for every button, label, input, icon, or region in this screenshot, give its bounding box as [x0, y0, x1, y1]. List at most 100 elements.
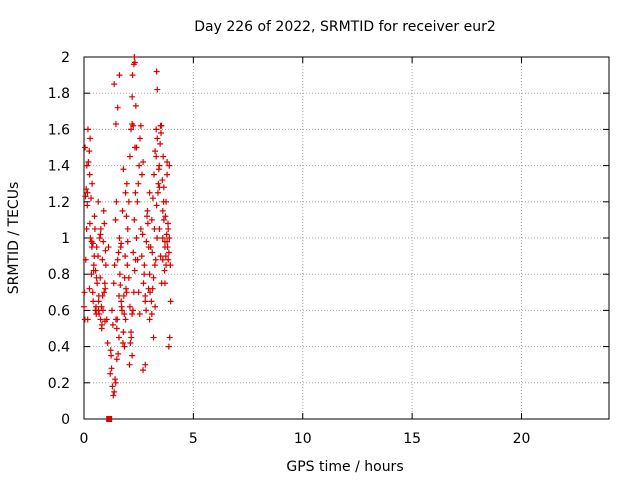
data-point	[165, 249, 172, 256]
data-point	[142, 292, 149, 299]
x-tick-label: 5	[189, 431, 198, 447]
data-point	[120, 329, 127, 336]
data-point	[137, 122, 144, 129]
data-point	[149, 195, 156, 202]
data-point	[152, 148, 159, 155]
data-point	[159, 235, 166, 241]
data-point	[129, 72, 136, 79]
data-point	[132, 189, 139, 196]
data-point	[119, 207, 126, 214]
data-point	[101, 220, 108, 227]
data-point	[125, 198, 132, 205]
data-point	[92, 267, 99, 274]
data-point	[128, 334, 135, 341]
x-axis-label: GPS time / hours	[286, 459, 403, 475]
data-point	[102, 247, 109, 254]
data-point	[141, 262, 148, 269]
data-point	[129, 311, 136, 318]
y-tick-label: 1.8	[48, 86, 70, 102]
data-point	[166, 235, 173, 241]
data-point	[156, 225, 163, 232]
data-point	[130, 307, 136, 314]
data-point	[99, 292, 106, 299]
data-point	[142, 361, 149, 368]
data-point	[123, 180, 130, 187]
data-point	[126, 153, 133, 160]
data-point	[140, 158, 147, 165]
data-point	[128, 126, 135, 133]
data-point	[127, 339, 134, 346]
data-point	[84, 126, 91, 133]
data-point	[97, 316, 104, 323]
data-point	[156, 184, 163, 191]
y-tick-label: 1.2	[48, 195, 70, 211]
y-tick-label: 1.4	[48, 159, 70, 175]
data-point	[115, 249, 122, 256]
data-point	[161, 280, 168, 287]
data-point	[100, 238, 107, 245]
y-tick-label: 1	[61, 231, 70, 247]
data-point	[93, 274, 100, 281]
data-point	[166, 334, 173, 341]
data-point	[159, 256, 166, 263]
data-point	[163, 231, 170, 238]
data-point	[153, 153, 160, 160]
data-point	[113, 198, 120, 205]
x-tick-label: 10	[294, 431, 312, 447]
data-point	[131, 144, 138, 151]
data-point	[101, 280, 108, 287]
data-point	[149, 285, 156, 292]
data-point	[154, 189, 161, 196]
data-point	[81, 289, 88, 296]
y-tick-label: 0.8	[48, 267, 70, 283]
data-point	[167, 298, 174, 305]
data-point	[164, 158, 171, 165]
data-point	[132, 256, 139, 263]
data-point	[154, 135, 161, 142]
data-point	[83, 225, 90, 232]
data-point	[83, 162, 90, 169]
data-point	[126, 303, 133, 310]
y-axis-label: SRMTID / TECUs	[6, 182, 22, 295]
data-point	[91, 225, 98, 232]
data-point	[153, 202, 160, 209]
data-point	[162, 253, 169, 260]
data-point	[84, 202, 91, 209]
data-point	[131, 59, 138, 66]
data-point	[103, 316, 110, 323]
data-point	[122, 189, 129, 196]
data-points	[81, 54, 174, 422]
data-point	[109, 383, 116, 390]
data-point	[136, 162, 143, 169]
data-point	[134, 198, 141, 205]
data-point	[165, 256, 172, 263]
data-point	[87, 135, 94, 142]
data-point	[123, 285, 129, 292]
data-point	[91, 213, 98, 220]
data-point	[129, 352, 136, 359]
data-point	[112, 120, 119, 127]
data-point	[147, 289, 154, 296]
data-point	[83, 186, 90, 193]
data-point	[112, 379, 119, 386]
data-point	[89, 289, 96, 296]
data-point	[124, 238, 131, 245]
data-point	[137, 135, 143, 142]
data-point	[96, 235, 103, 241]
data-point	[146, 316, 153, 323]
data-point	[151, 262, 158, 269]
data-point	[114, 256, 121, 263]
chart-title: Day 226 of 2022, SRMTID for receiver eur…	[194, 19, 496, 35]
data-point	[142, 298, 149, 305]
data-point	[108, 352, 115, 359]
data-point	[81, 303, 87, 310]
data-point	[112, 316, 119, 323]
y-tick-label: 2	[61, 50, 70, 66]
data-point	[130, 249, 137, 256]
data-point	[108, 365, 115, 372]
data-point	[84, 189, 91, 196]
data-point	[121, 311, 128, 318]
data-point	[86, 220, 93, 227]
